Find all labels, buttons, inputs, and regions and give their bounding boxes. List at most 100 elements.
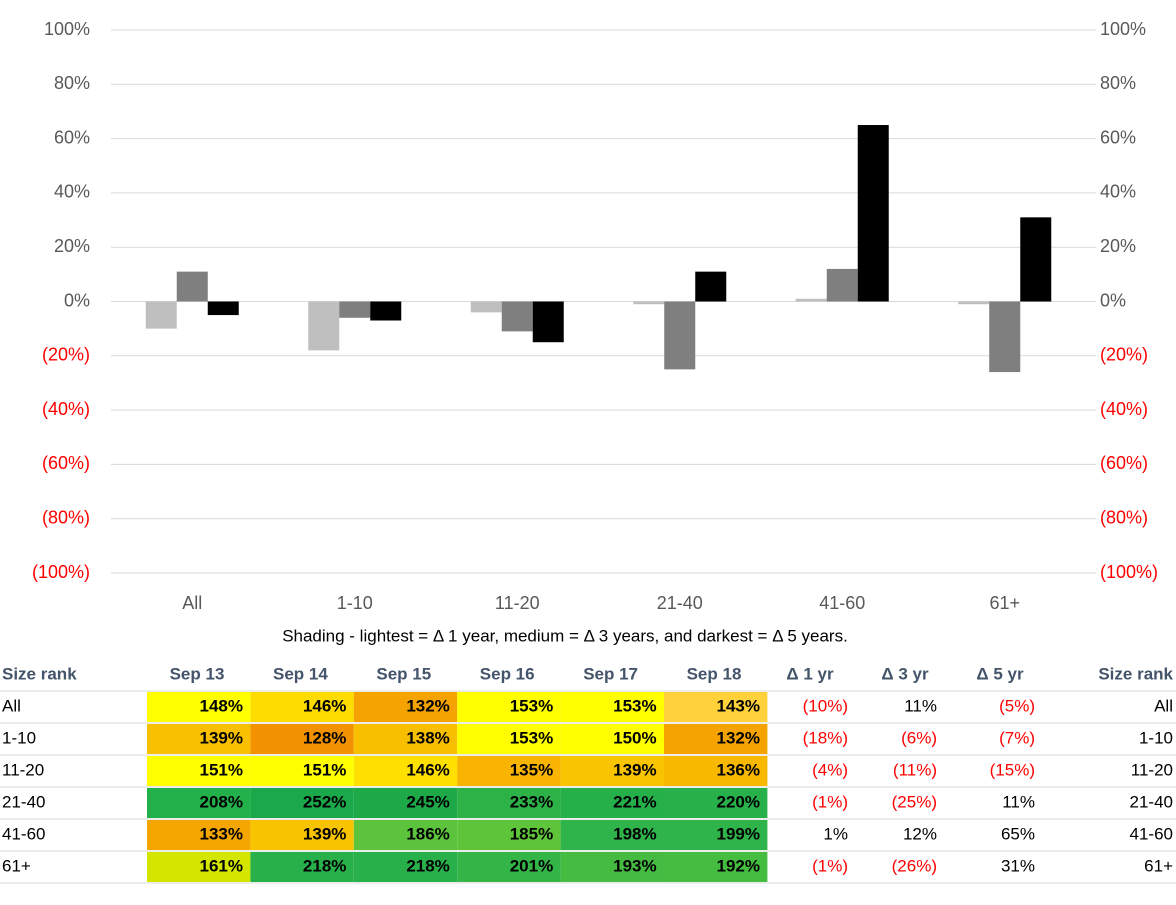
row-label: 21-40 [2, 792, 45, 811]
cell-value: 139% [613, 760, 656, 779]
y2-tick-label: (40%) [1100, 399, 1148, 419]
heat-cell [560, 756, 664, 786]
cell-value: 138% [406, 728, 449, 747]
row-label: 1-10 [2, 728, 36, 747]
bar [1020, 217, 1052, 302]
cell-value: 245% [406, 792, 449, 811]
cell-value: 185% [510, 824, 553, 843]
y-tick-label: (20%) [42, 345, 90, 365]
cell-value: 192% [717, 856, 760, 875]
delta-value: (18%) [803, 728, 848, 747]
heat-cell [560, 692, 664, 722]
table-header: Sep 15 [376, 664, 431, 683]
cell-value: 135% [510, 760, 553, 779]
y-tick-label: (60%) [42, 453, 90, 473]
annotation: Shading - lightest = Δ 1 year, medium = … [282, 626, 848, 645]
delta-value: (1%) [812, 792, 848, 811]
y-tick-label: (80%) [42, 507, 90, 527]
cell-value: 153% [510, 696, 553, 715]
cell-value: 151% [303, 760, 346, 779]
y2-tick-label: 20% [1100, 236, 1136, 256]
y-tick-label: 100% [44, 19, 90, 39]
row-label: 21-40 [1130, 792, 1173, 811]
table-header: Sep 13 [170, 664, 225, 683]
cell-value: 233% [510, 792, 553, 811]
table-header: Sep 16 [480, 664, 535, 683]
heat-cell [147, 724, 251, 754]
cell-value: 199% [717, 824, 760, 843]
heat-cell [250, 724, 354, 754]
y2-tick-label: 40% [1100, 182, 1136, 202]
y-tick-label: (40%) [42, 399, 90, 419]
bar [176, 271, 208, 302]
heat-cell [353, 724, 458, 754]
heat-cell [250, 852, 354, 882]
heat-cell [664, 692, 768, 722]
table-header: Sep 17 [583, 664, 638, 683]
bar [664, 301, 696, 370]
heat-cell [250, 756, 354, 786]
heat-cell [560, 788, 664, 818]
y2-tick-label: 100% [1100, 19, 1146, 39]
heat-cell [250, 820, 354, 850]
delta-value: 11% [904, 696, 937, 715]
y-tick-label: (100%) [32, 562, 90, 582]
cell-value: 139% [200, 728, 243, 747]
table-header: Sep 14 [273, 664, 328, 683]
y2-tick-label: (100%) [1100, 562, 1158, 582]
cell-value: 148% [200, 696, 243, 715]
table-header: Δ 3 yr [881, 664, 929, 683]
delta-value: (10%) [803, 696, 848, 715]
bar [989, 301, 1021, 373]
table-header: Δ 1 yr [786, 664, 834, 683]
bar [695, 271, 727, 302]
y2-tick-label: 0% [1100, 290, 1126, 310]
cell-value: 161% [200, 856, 243, 875]
cell-value: 220% [717, 792, 760, 811]
cell-value: 136% [717, 760, 760, 779]
heat-cell [457, 756, 561, 786]
heat-cell [457, 788, 561, 818]
cell-value: 151% [200, 760, 243, 779]
heat-cell [353, 788, 458, 818]
y-tick-label: 0% [64, 290, 90, 310]
table-header: Δ 5 yr [976, 664, 1024, 683]
x-tick-label: 21-40 [657, 593, 703, 613]
bar [339, 301, 371, 318]
heat-cell [250, 692, 354, 722]
heat-cell [353, 692, 458, 722]
y2-tick-label: (80%) [1100, 507, 1148, 527]
cell-value: 221% [613, 792, 656, 811]
delta-value: 12% [903, 824, 937, 843]
cell-value: 218% [303, 856, 346, 875]
row-label: 1-10 [1139, 728, 1173, 747]
cell-value: 146% [303, 696, 346, 715]
delta-value: 11% [1002, 792, 1035, 811]
heat-cell [560, 724, 664, 754]
delta-value: (5%) [999, 696, 1035, 715]
bar [857, 125, 889, 302]
row-label: All [2, 696, 21, 715]
heat-cell [457, 692, 561, 722]
row-label: All [1154, 696, 1173, 715]
bar [826, 268, 858, 302]
y2-tick-label: (20%) [1100, 345, 1148, 365]
heat-cell [457, 724, 561, 754]
row-label: 11-20 [2, 760, 44, 779]
cell-value: 133% [200, 824, 243, 843]
cell-value: 186% [406, 824, 449, 843]
cell-value: 153% [613, 696, 656, 715]
delta-value: (26%) [892, 856, 937, 875]
cell-value: 128% [303, 728, 346, 747]
bar [958, 301, 990, 305]
heat-cell [664, 820, 768, 850]
cell-value: 143% [717, 696, 760, 715]
heat-cell [664, 756, 768, 786]
heat-cell [353, 756, 458, 786]
heat-cell [147, 692, 251, 722]
delta-value: 1% [823, 824, 848, 843]
bar [145, 301, 177, 329]
heat-cell [664, 788, 768, 818]
heat-cell [664, 724, 768, 754]
